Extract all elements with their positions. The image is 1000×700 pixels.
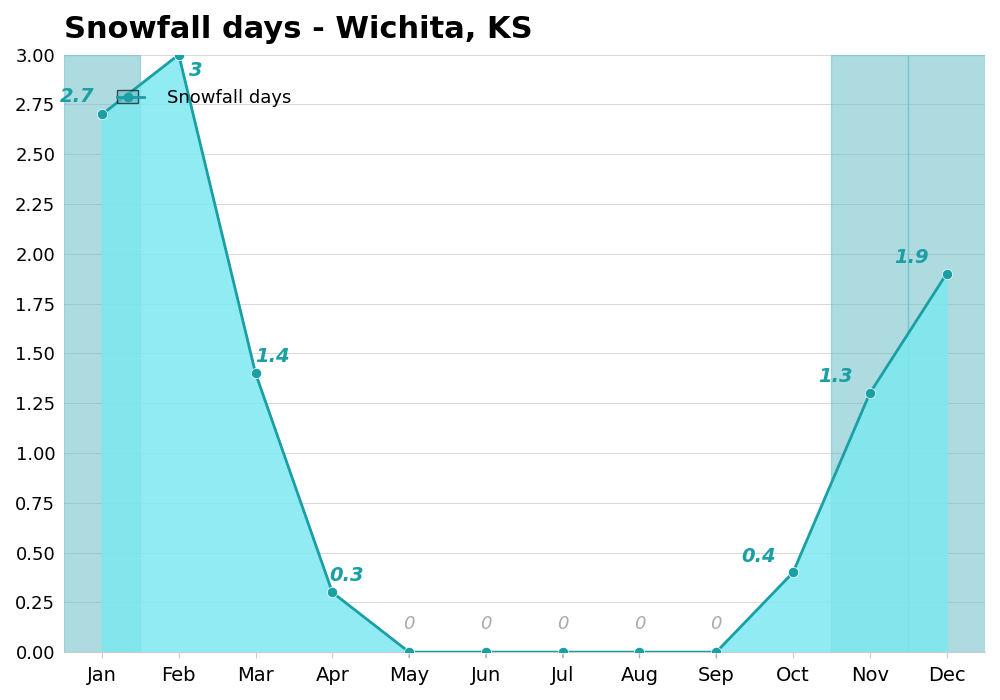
- Point: [324, 587, 340, 598]
- Text: 1.4: 1.4: [255, 347, 290, 366]
- Text: 3: 3: [189, 61, 202, 80]
- Point: [94, 108, 110, 120]
- Text: 1.3: 1.3: [818, 368, 852, 386]
- Point: [862, 388, 878, 399]
- Text: 1.9: 1.9: [895, 248, 929, 267]
- Point: [171, 49, 187, 60]
- Legend: Snowfall days: Snowfall days: [109, 82, 299, 114]
- Text: 0: 0: [403, 615, 415, 633]
- Point: [785, 567, 801, 578]
- Point: [555, 647, 571, 658]
- Point: [631, 647, 647, 658]
- Bar: [64, 55, 140, 652]
- Text: 0: 0: [634, 615, 645, 633]
- Point: [708, 647, 724, 658]
- Bar: [831, 55, 908, 652]
- Bar: [908, 55, 985, 652]
- Text: 0: 0: [557, 615, 568, 633]
- Point: [939, 268, 955, 279]
- Point: [248, 368, 264, 379]
- Point: [478, 647, 494, 658]
- Text: 0: 0: [711, 615, 722, 633]
- Text: 0.3: 0.3: [329, 566, 364, 585]
- Text: 0.4: 0.4: [741, 547, 776, 566]
- Text: 2.7: 2.7: [60, 87, 94, 106]
- Text: 0: 0: [480, 615, 492, 633]
- Text: Snowfall days - Wichita, KS: Snowfall days - Wichita, KS: [64, 15, 532, 44]
- Point: [401, 647, 417, 658]
